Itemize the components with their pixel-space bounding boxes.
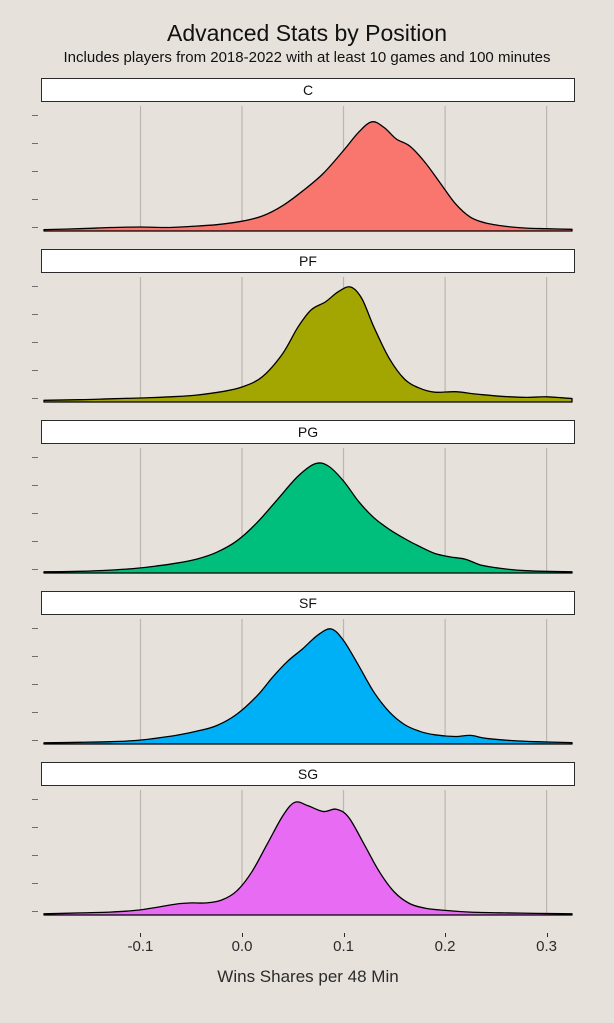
x-tick-mark	[546, 933, 548, 937]
x-tick-mark	[445, 933, 447, 937]
facet-strip: C	[41, 78, 575, 102]
facet-strip: SG	[41, 762, 575, 786]
facet-strip-label: SG	[297, 766, 319, 782]
y-tick	[32, 513, 38, 514]
y-tick	[32, 541, 38, 542]
y-tick	[32, 799, 38, 800]
facet-strip: SF	[41, 591, 575, 615]
facet-panel	[32, 102, 575, 238]
y-tick	[32, 286, 38, 287]
density-plot	[43, 448, 573, 574]
y-tick	[32, 628, 38, 629]
y-tick	[32, 370, 38, 371]
density-area	[43, 628, 573, 745]
page-title: Advanced Stats by Position	[167, 20, 447, 46]
y-tick	[32, 684, 38, 685]
y-tick	[32, 143, 38, 144]
y-tick	[32, 712, 38, 713]
page-subtitle: Includes players from 2018-2022 with at …	[63, 49, 551, 66]
facet-strip-label: PG	[297, 424, 319, 440]
density-area	[43, 121, 573, 232]
chart-header: Advanced Stats by Position Includes play…	[0, 18, 614, 68]
y-tick	[32, 457, 38, 458]
x-axis: -0.1 0.0 0.1 0.2 0.3	[41, 933, 575, 961]
facet-panel	[32, 273, 575, 409]
y-tick	[32, 115, 38, 116]
facet-sf: SF	[32, 591, 575, 751]
x-tick-mark	[242, 933, 243, 937]
x-tick-label: 0.0	[231, 938, 253, 955]
density-plot	[43, 619, 573, 745]
y-tick	[32, 827, 38, 828]
facet-c: C	[32, 78, 575, 238]
x-tick-mark	[140, 933, 142, 937]
x-tick-label: 0.2	[434, 938, 456, 955]
y-tick	[32, 740, 38, 741]
facet-strip-label: SF	[299, 595, 317, 611]
y-tick	[32, 342, 38, 343]
y-tick	[32, 911, 38, 912]
density-plot	[43, 277, 573, 403]
facet-pg: PG	[32, 420, 575, 580]
density-area	[43, 801, 573, 916]
facet-sg: SG	[32, 762, 575, 922]
y-tick	[32, 855, 38, 856]
x-tick-label: -0.1	[127, 938, 154, 955]
y-tick	[32, 227, 38, 228]
facet-panel	[32, 786, 575, 922]
y-tick	[32, 569, 38, 570]
y-tick	[32, 485, 38, 486]
density-area	[43, 286, 573, 403]
density-area	[43, 462, 573, 574]
facet-panel	[32, 444, 575, 580]
y-tick	[32, 883, 38, 884]
x-tick-label: 0.3	[536, 938, 557, 955]
y-tick	[32, 656, 38, 657]
facet-strip: PF	[41, 249, 575, 273]
density-plot	[43, 106, 573, 232]
y-tick	[32, 398, 38, 399]
x-tick-mark	[343, 933, 345, 937]
facet-strip-label: PF	[299, 253, 317, 269]
facet-pf: PF	[32, 249, 575, 409]
facet-strip-label: C	[302, 82, 314, 98]
y-tick	[32, 314, 38, 315]
y-tick	[32, 171, 38, 172]
x-axis-title: Wins Shares per 48 Min	[217, 967, 399, 986]
y-tick	[32, 199, 38, 200]
facet-panel	[32, 615, 575, 751]
density-plot	[43, 790, 573, 916]
facet-strip: PG	[41, 420, 575, 444]
x-tick-label: 0.1	[333, 938, 354, 955]
